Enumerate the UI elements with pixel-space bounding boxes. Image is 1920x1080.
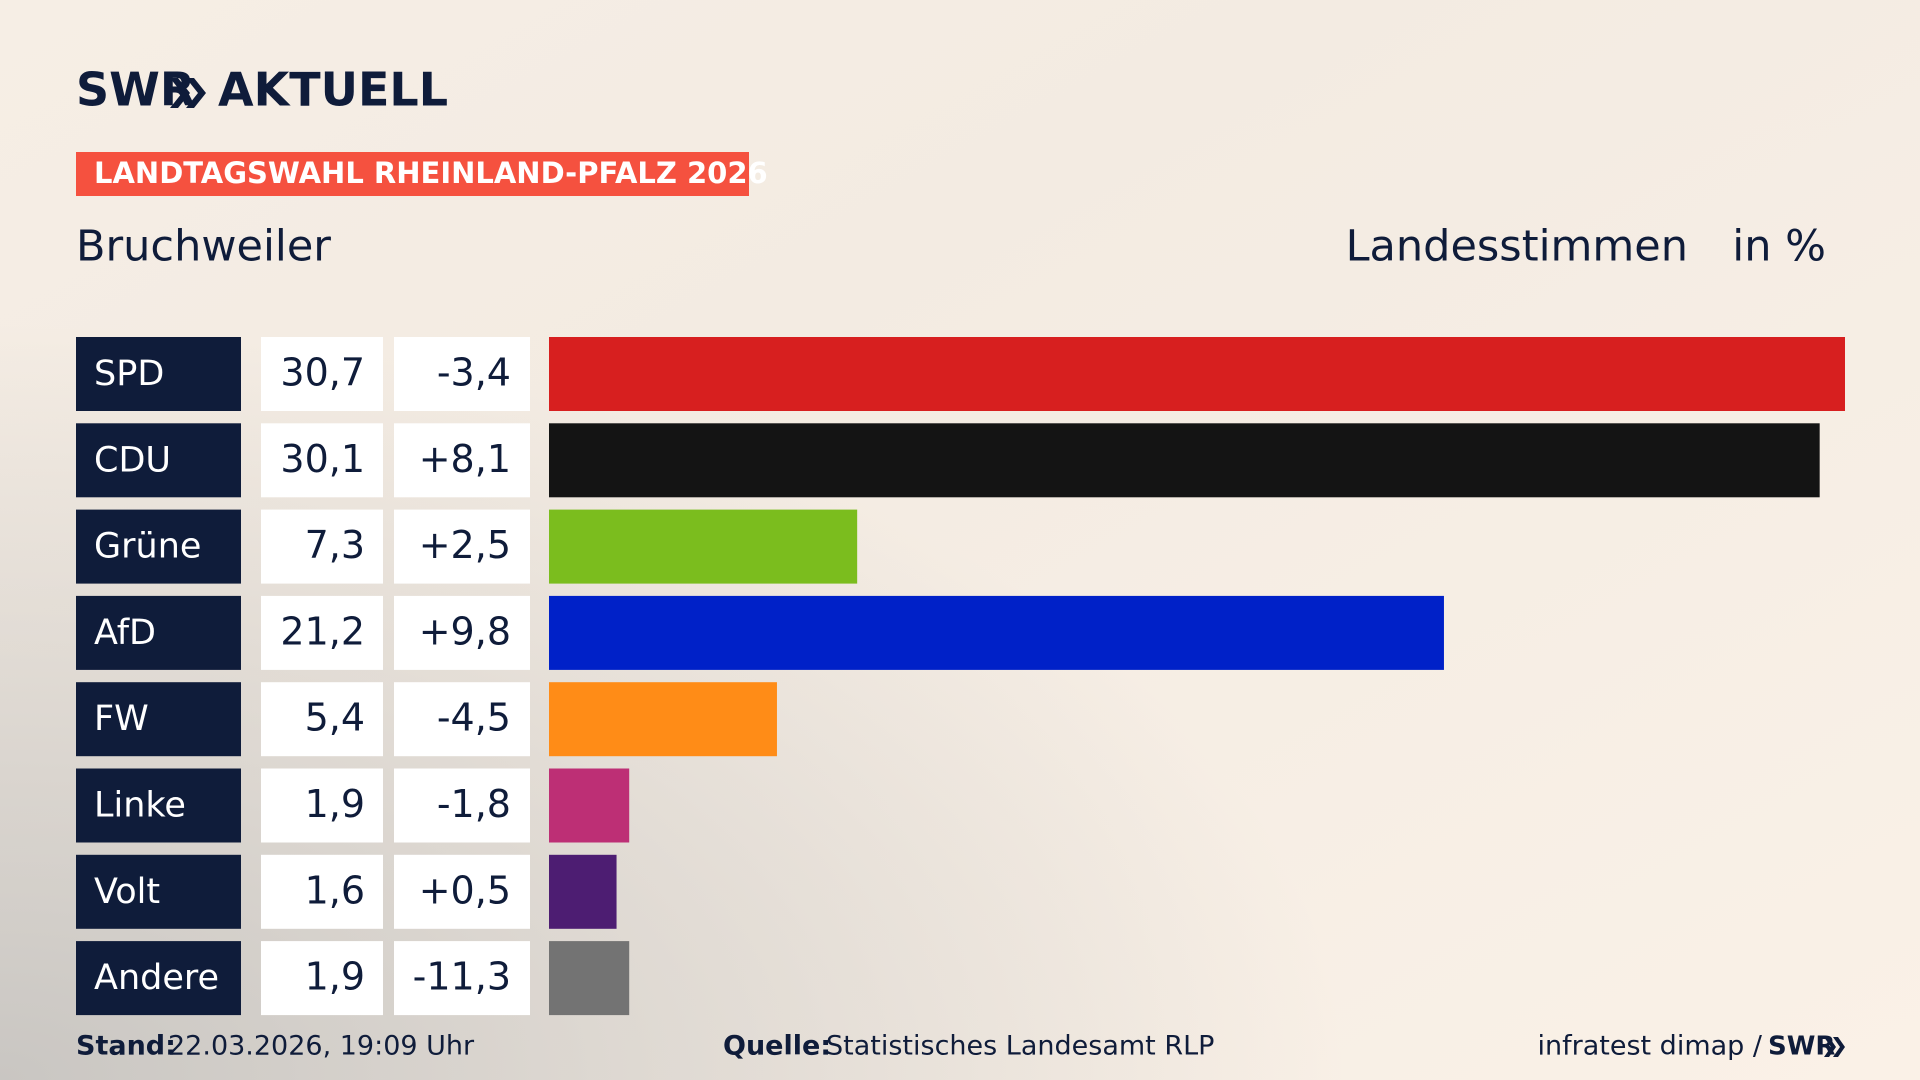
party-cell xyxy=(76,337,241,411)
stand-label: Stand: xyxy=(76,1031,176,1062)
change-label: -1,8 xyxy=(437,782,511,826)
value-label: 1,9 xyxy=(305,782,365,826)
change-label: +8,1 xyxy=(419,437,511,481)
value-label: 7,3 xyxy=(305,523,365,567)
party-label: FW xyxy=(94,699,149,739)
party-cell xyxy=(76,423,241,498)
credit: infratest dimap / xyxy=(1537,1031,1762,1062)
tag-box xyxy=(76,152,749,196)
change-cell xyxy=(394,854,530,929)
party-label: Volt xyxy=(94,872,160,912)
value-cell xyxy=(261,595,383,670)
value-cell xyxy=(261,682,383,757)
stand: 22.03.2026, 19:09 Uhr xyxy=(168,1031,475,1062)
logo: AKTUELL xyxy=(218,63,448,117)
bar xyxy=(549,854,617,929)
value-cell xyxy=(261,509,383,584)
value-label: 30,1 xyxy=(280,437,365,481)
value-label: 1,6 xyxy=(305,868,365,912)
bar xyxy=(549,337,1845,411)
party-label: AfD xyxy=(94,613,156,653)
bar xyxy=(549,941,630,1016)
party-label: SPD xyxy=(94,354,164,394)
change-label: -4,5 xyxy=(437,696,511,740)
credit-logo: SWR xyxy=(1768,1032,1835,1062)
party-cell xyxy=(76,509,241,584)
value-label: 21,2 xyxy=(280,609,365,653)
change-label: +9,8 xyxy=(419,609,511,653)
value-cell xyxy=(261,854,383,929)
change-cell xyxy=(394,509,530,584)
party-label: Linke xyxy=(94,786,186,826)
change-cell xyxy=(394,423,530,498)
change-cell xyxy=(394,595,530,670)
party-label: Grüne xyxy=(94,527,201,567)
bar xyxy=(549,595,1444,670)
source: Statistisches Landesamt RLP xyxy=(826,1031,1214,1062)
party-cell xyxy=(76,595,241,670)
party-label: CDU xyxy=(94,440,171,480)
party-cell xyxy=(76,854,241,929)
change-cell xyxy=(394,941,530,1016)
bar xyxy=(549,509,858,584)
change-cell xyxy=(394,768,530,843)
change-label: -11,3 xyxy=(413,955,511,999)
party-label: Andere xyxy=(94,958,219,998)
value-cell xyxy=(261,423,383,498)
change-cell xyxy=(394,337,530,411)
credit-chevrons xyxy=(1824,1037,1845,1057)
measure: Landesstimmen xyxy=(1346,222,1688,272)
bar xyxy=(549,682,777,757)
party-cell xyxy=(76,768,241,843)
value-cell xyxy=(261,768,383,843)
bar xyxy=(549,768,630,843)
party-cell xyxy=(76,682,241,757)
value-cell xyxy=(261,337,383,411)
value-label: 30,7 xyxy=(280,351,365,395)
logo: SWR xyxy=(76,63,195,117)
change-label: -3,4 xyxy=(437,351,511,395)
change-cell xyxy=(394,682,530,757)
change-label: +0,5 xyxy=(419,868,511,912)
value-cell xyxy=(261,941,383,1016)
source-label: Quelle: xyxy=(723,1031,831,1062)
logo-chevrons xyxy=(170,78,206,108)
change-label: +2,5 xyxy=(419,523,511,567)
bar xyxy=(549,423,1820,498)
party-cell xyxy=(76,941,241,1016)
value-label: 1,9 xyxy=(305,955,365,999)
unit: in % xyxy=(1732,222,1826,272)
subtitle: Bruchweiler xyxy=(76,222,331,272)
tag: LANDTAGSWAHL RHEINLAND-PFALZ 2026 xyxy=(94,156,768,190)
value-label: 5,4 xyxy=(305,696,365,740)
